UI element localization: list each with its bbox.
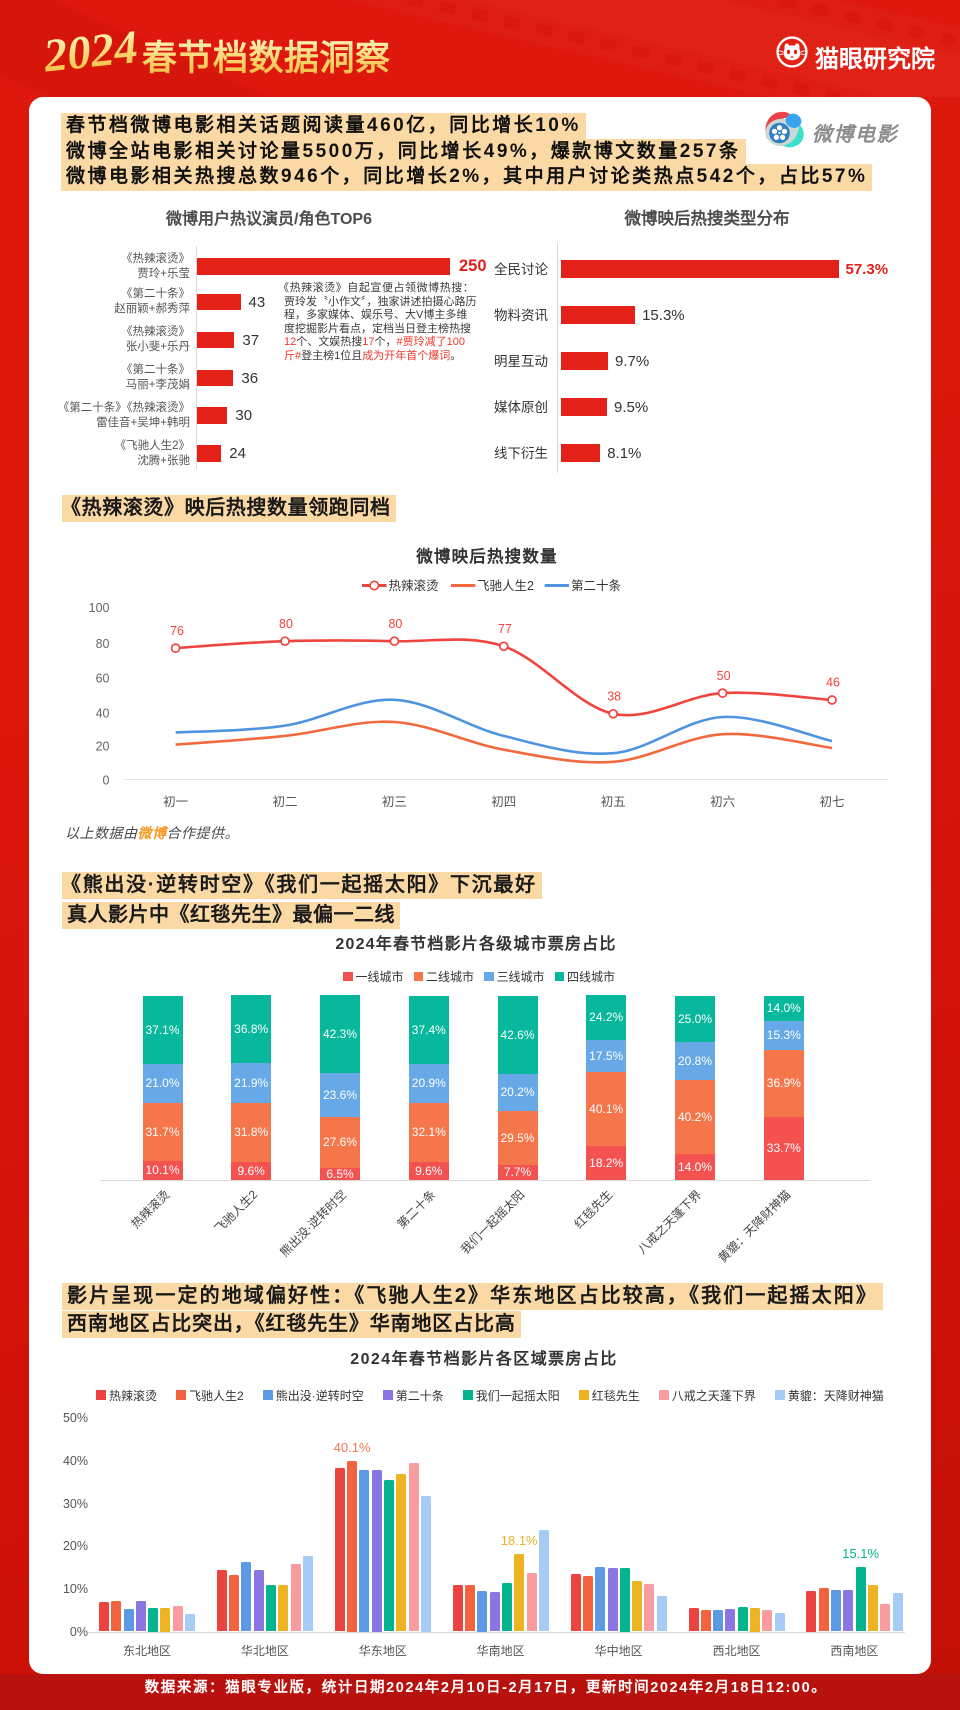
svg-text:初四: 初四	[491, 795, 516, 809]
svg-text:40: 40	[96, 706, 110, 720]
svg-text:飞驰人生2: 飞驰人生2	[477, 579, 534, 593]
svg-text:46: 46	[826, 676, 840, 690]
svg-text:0: 0	[103, 774, 110, 788]
svg-text:80: 80	[96, 637, 110, 651]
svg-text:20: 20	[96, 740, 110, 754]
svg-text:初六: 初六	[710, 795, 735, 809]
svg-text:80: 80	[388, 617, 402, 631]
svg-text:初二: 初二	[272, 795, 297, 809]
svg-text:100: 100	[89, 601, 110, 615]
svg-text:77: 77	[498, 622, 512, 636]
svg-text:初七: 初七	[819, 795, 844, 809]
svg-text:76: 76	[170, 624, 184, 638]
svg-text:初三: 初三	[382, 795, 407, 809]
svg-text:热辣滚烫: 热辣滚烫	[389, 578, 440, 593]
svg-text:80: 80	[279, 617, 293, 631]
svg-text:初五: 初五	[601, 795, 626, 809]
svg-text:50: 50	[717, 669, 731, 683]
svg-text:38: 38	[607, 690, 621, 704]
svg-text:60: 60	[96, 672, 110, 686]
svg-text:初一: 初一	[163, 795, 188, 809]
svg-text:第二十条: 第二十条	[571, 579, 622, 593]
